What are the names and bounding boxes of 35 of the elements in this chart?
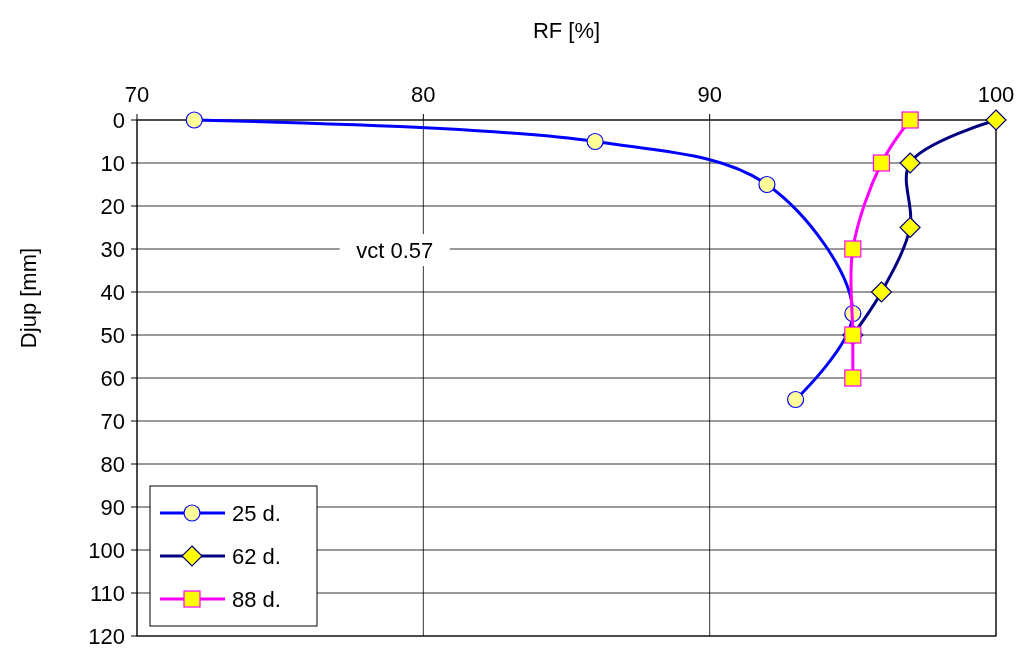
point <box>899 152 921 174</box>
point <box>786 390 805 409</box>
x-tick-label: 70 <box>124 82 150 107</box>
y-tick-label: 40 <box>100 279 125 305</box>
point <box>872 154 891 172</box>
point <box>870 281 893 303</box>
point <box>985 109 1007 131</box>
x-tick-label: 90 <box>697 82 722 107</box>
y-tick-label: 0 <box>112 107 125 133</box>
y-tick-label: 50 <box>100 322 125 348</box>
y-tick-label: 70 <box>100 408 125 434</box>
x-axis-title: RF [%] <box>532 18 601 43</box>
point <box>185 111 203 129</box>
point <box>901 111 919 129</box>
y-tick-label: 100 <box>88 537 125 563</box>
point <box>758 175 776 194</box>
legend-label: 25 d. <box>232 500 281 526</box>
y-tick-label: 120 <box>88 623 125 648</box>
y-tick-label: 110 <box>89 580 125 606</box>
y-tick-label: 90 <box>100 494 125 520</box>
y-tick-label: 80 <box>100 451 125 477</box>
point <box>586 132 604 151</box>
point <box>899 216 921 239</box>
point <box>844 240 862 258</box>
y-tick-label: 60 <box>100 365 125 391</box>
x-tick-label: 80 <box>411 82 436 107</box>
y-axis-title: Djup [mm] <box>16 247 41 349</box>
legend-label: 62 d. <box>232 543 281 569</box>
point <box>844 369 862 387</box>
legend-label: 88 d. <box>232 586 281 612</box>
x-tick-label: 100 <box>977 82 1015 107</box>
y-tick-label: 10 <box>100 150 125 176</box>
annotation: vct 0.57 <box>356 237 434 263</box>
y-tick-label: 20 <box>100 193 125 219</box>
y-tick-label: 30 <box>100 236 125 262</box>
